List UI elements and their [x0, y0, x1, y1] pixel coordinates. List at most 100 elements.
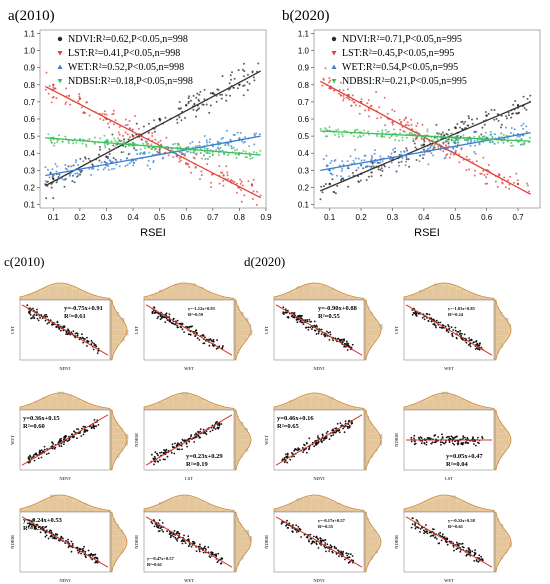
data-point — [414, 311, 417, 314]
data-point — [168, 316, 171, 318]
data-point — [342, 427, 344, 430]
marginal-kde-right — [234, 299, 252, 361]
data-point — [225, 94, 228, 97]
data-point — [411, 132, 414, 135]
data-point — [74, 332, 77, 335]
data-point — [103, 110, 106, 113]
marginal-kde-top — [273, 392, 365, 411]
data-point — [454, 126, 457, 129]
data-point — [433, 143, 436, 146]
data-point — [429, 535, 432, 537]
data-point — [362, 134, 365, 137]
data-point — [115, 163, 118, 166]
data-point — [313, 324, 316, 327]
data-point — [222, 174, 225, 177]
data-point — [523, 107, 526, 110]
marginal-kde-top — [143, 392, 235, 411]
fit-r-squared: R²=0.60 — [23, 423, 45, 430]
data-point — [330, 545, 333, 548]
data-point — [523, 142, 526, 145]
data-point — [177, 448, 180, 451]
data-point — [376, 161, 379, 164]
data-point — [243, 194, 246, 197]
data-point — [309, 537, 312, 540]
data-point — [48, 85, 51, 87]
data-point — [241, 140, 244, 142]
data-point — [414, 440, 416, 443]
data-point — [434, 536, 436, 539]
data-point — [456, 435, 458, 438]
data-point — [112, 157, 115, 160]
data-point — [218, 426, 220, 429]
data-point — [189, 151, 192, 154]
data-point — [405, 123, 408, 126]
data-point — [415, 526, 417, 528]
data-point — [81, 548, 84, 550]
data-point — [109, 159, 112, 162]
data-point — [493, 109, 496, 111]
data-point — [438, 143, 440, 146]
data-point — [206, 158, 209, 160]
data-point — [411, 523, 414, 526]
data-point — [525, 130, 528, 133]
data-point — [196, 337, 199, 340]
data-point — [374, 149, 376, 152]
data-point — [185, 104, 188, 107]
data-point — [479, 172, 482, 175]
data-point — [319, 127, 322, 130]
data-point — [157, 315, 160, 318]
data-point — [348, 175, 351, 178]
panel-d-label: d(2020) — [244, 254, 285, 269]
y-tick-label: 1.0 — [298, 47, 310, 56]
data-point — [193, 150, 195, 153]
data-point — [195, 115, 197, 118]
data-point — [176, 319, 179, 322]
data-point — [64, 435, 67, 437]
data-point — [305, 441, 308, 444]
y-tick-label: 0.6 — [24, 115, 36, 124]
data-point — [322, 158, 325, 161]
data-point — [190, 171, 192, 174]
data-point — [384, 124, 387, 127]
x-axis-label: NDVI — [313, 366, 325, 371]
data-point — [192, 94, 195, 97]
data-point — [333, 133, 336, 136]
data-point — [72, 164, 75, 167]
fit-equation: y=-0.47x+0.57 — [147, 556, 175, 561]
data-point — [431, 528, 434, 530]
series-points-ndvi — [319, 94, 532, 201]
data-point — [511, 112, 513, 115]
data-point — [128, 144, 131, 147]
data-point — [135, 122, 138, 125]
marginal-kde-right — [110, 409, 128, 471]
data-point — [77, 552, 80, 554]
data-point — [200, 170, 203, 173]
legend: NDVI:R²=0.62,P<0.05,n=998LST:R²=0.41,P<0… — [57, 34, 193, 87]
data-point — [471, 550, 474, 553]
data-point — [522, 95, 525, 98]
data-point — [187, 150, 190, 153]
data-point — [323, 185, 325, 188]
data-point — [430, 442, 433, 445]
data-point — [426, 530, 428, 533]
data-point — [217, 88, 220, 91]
data-point — [371, 156, 374, 159]
y-tick-label: 0.4 — [24, 149, 36, 158]
data-point — [202, 428, 205, 431]
data-point — [472, 436, 474, 439]
data-point — [461, 542, 464, 545]
data-point — [226, 174, 229, 177]
data-point — [131, 141, 135, 145]
data-point — [363, 159, 366, 162]
data-point — [44, 319, 47, 322]
data-point — [82, 111, 85, 114]
data-point — [487, 112, 490, 115]
data-point — [102, 119, 105, 122]
data-point — [321, 84, 324, 87]
data-point — [170, 534, 173, 537]
data-point — [502, 141, 505, 144]
data-point — [335, 129, 338, 132]
data-point — [351, 94, 354, 97]
data-point — [392, 128, 395, 131]
data-point — [343, 342, 346, 345]
